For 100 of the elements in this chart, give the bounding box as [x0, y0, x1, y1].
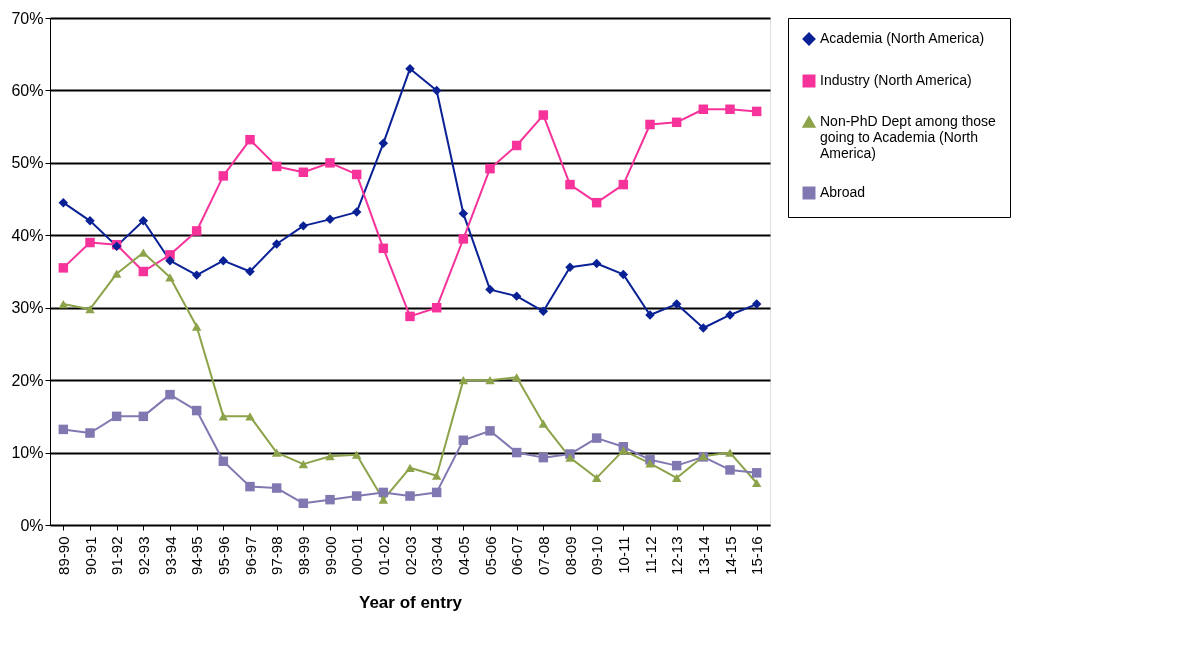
- point: [138, 216, 149, 226]
- point: [751, 468, 762, 478]
- x-tick-label: 06-07: [508, 536, 526, 575]
- x-tick-label: 04-05: [454, 536, 472, 575]
- x-tick-label: 11-12: [641, 536, 659, 574]
- x-tick-label: 01-02: [374, 536, 392, 575]
- x-tick-label: 90-91: [81, 536, 99, 575]
- point: [271, 239, 282, 249]
- legend-label: Abroad: [820, 184, 866, 200]
- y-tick-label: 20%: [11, 371, 44, 389]
- point: [431, 302, 442, 313]
- point: [431, 85, 442, 96]
- point: [725, 448, 735, 457]
- point: [58, 263, 69, 273]
- x-tick-label: 15-16: [748, 536, 766, 575]
- point: [298, 167, 309, 178]
- point: [325, 158, 335, 168]
- x-tick-label: 89-90: [54, 536, 72, 575]
- point: [698, 323, 709, 333]
- point: [458, 234, 469, 244]
- point: [511, 140, 522, 151]
- point: [671, 460, 682, 471]
- point: [191, 405, 202, 416]
- point: [645, 119, 655, 130]
- point: [511, 373, 522, 382]
- point: [351, 450, 362, 459]
- x-tick-label: 96-97: [241, 536, 259, 575]
- y-tick-label: 70%: [11, 9, 44, 27]
- point: [431, 487, 442, 498]
- point: [111, 269, 122, 278]
- point: [431, 471, 442, 480]
- y-tick-label: 50%: [11, 154, 44, 172]
- x-axis-title: Year of entry: [359, 592, 463, 612]
- x-tick-label: 93-94: [161, 536, 179, 575]
- point: [271, 161, 282, 172]
- point: [511, 447, 522, 458]
- point: [671, 117, 682, 128]
- point: [591, 433, 602, 443]
- y-tick-label: 30%: [11, 299, 44, 317]
- point: [565, 179, 575, 190]
- point: [405, 463, 415, 472]
- x-tick-label: 03-04: [428, 536, 446, 575]
- point: [165, 389, 175, 400]
- point: [191, 270, 202, 280]
- point: [245, 266, 255, 277]
- point: [85, 305, 95, 314]
- legend-label: Non-PhD Dept among those going to Academia (North America): [820, 113, 997, 161]
- point: [85, 428, 95, 438]
- point: [591, 258, 602, 269]
- y-tick-label: 40%: [11, 226, 44, 244]
- x-tick-label: 95-96: [214, 536, 232, 575]
- point: [485, 426, 495, 436]
- point: [58, 424, 69, 435]
- point: [245, 134, 255, 145]
- point: [618, 446, 629, 455]
- point: [111, 411, 122, 422]
- point: [271, 483, 282, 493]
- x-tick-label: 13-14: [694, 536, 712, 575]
- point: [85, 237, 95, 248]
- point: [351, 491, 362, 501]
- point: [165, 273, 175, 282]
- point: [565, 453, 575, 462]
- point: [405, 311, 415, 322]
- point: [165, 255, 175, 266]
- point: [325, 494, 335, 505]
- point: [218, 171, 229, 181]
- point: [751, 106, 762, 117]
- point: [58, 197, 69, 208]
- point: [591, 473, 602, 483]
- x-tick-label: 00-01: [348, 536, 366, 575]
- point: [485, 284, 495, 295]
- point: [218, 412, 229, 421]
- point: [725, 465, 735, 475]
- point: [325, 452, 335, 461]
- point: [298, 221, 309, 231]
- point: [538, 419, 549, 428]
- x-tick-label: 05-06: [481, 536, 499, 575]
- x-tick-label: 08-09: [561, 536, 579, 575]
- x-tick-label: 07-08: [534, 536, 552, 575]
- point: [751, 299, 762, 309]
- point: [725, 104, 735, 114]
- point: [378, 138, 389, 149]
- point: [58, 299, 69, 309]
- point: [458, 435, 469, 445]
- point: [645, 459, 655, 468]
- point: [538, 110, 549, 120]
- x-tick-label: 12-13: [668, 536, 686, 575]
- point: [538, 306, 549, 317]
- x-tick-label: 09-10: [588, 536, 606, 575]
- point: [671, 299, 682, 309]
- y-tick-label: 10%: [11, 444, 44, 462]
- point: [378, 243, 389, 254]
- point: [405, 63, 415, 74]
- point: [618, 179, 629, 190]
- point: [298, 498, 309, 509]
- x-tick-label: 94-95: [188, 536, 206, 575]
- x-tick-label: 97-98: [268, 536, 286, 575]
- y-tick-label: 60%: [11, 81, 44, 99]
- point: [485, 163, 495, 174]
- x-tick-label: 98-99: [294, 536, 312, 575]
